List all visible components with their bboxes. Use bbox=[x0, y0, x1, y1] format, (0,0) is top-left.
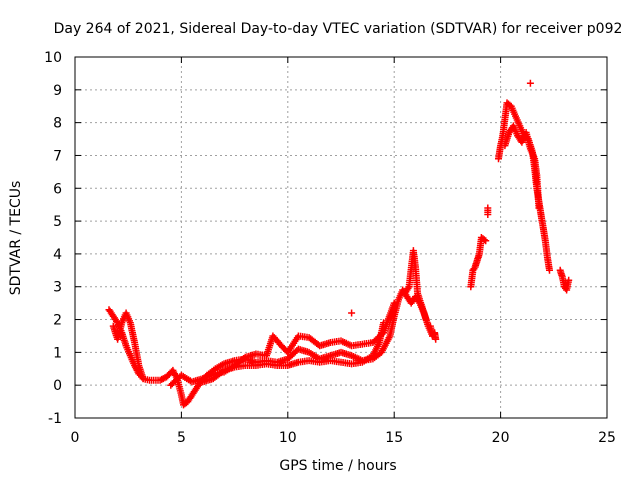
plot-frame bbox=[74, 56, 608, 419]
y-tick-label: 6 bbox=[53, 181, 62, 197]
y-tick-label: 0 bbox=[53, 378, 62, 394]
x-tick-label: 20 bbox=[492, 430, 510, 446]
data-point-plus bbox=[482, 237, 490, 245]
y-tick-label: 5 bbox=[53, 214, 62, 230]
y-tick-label: 1 bbox=[53, 345, 62, 361]
data-point-plus bbox=[422, 316, 430, 323]
y-tick-label: 7 bbox=[53, 148, 62, 164]
x-tick-label: 5 bbox=[177, 430, 186, 446]
data-point-plus bbox=[432, 335, 440, 343]
y-tick-label: 10 bbox=[44, 50, 62, 66]
x-tick-label: 0 bbox=[71, 430, 80, 446]
x-tick-label: 10 bbox=[279, 430, 297, 446]
data-point-plus bbox=[380, 319, 388, 327]
chart-title: Day 264 of 2021, Sidereal Day-to-day VTE… bbox=[54, 21, 623, 37]
x-tick-label: 25 bbox=[598, 430, 616, 446]
y-axis-tick-labels: -1 0 1 2 3 4 5 6 7 8 9 10 bbox=[44, 50, 62, 427]
y-tick-label: 9 bbox=[53, 83, 62, 99]
data-point-plus bbox=[484, 204, 492, 212]
y-tick-label: 8 bbox=[53, 116, 62, 132]
y-tick-label: 2 bbox=[53, 313, 62, 329]
x-axis-tick-labels: 0 5 10 15 20 25 bbox=[71, 430, 616, 446]
data-point-plus bbox=[390, 299, 398, 307]
y-tick-label: 3 bbox=[53, 280, 62, 296]
data-point-plus bbox=[480, 236, 488, 244]
axis-ticks bbox=[74, 56, 608, 419]
data-point-plus bbox=[526, 79, 534, 87]
data-point-plus bbox=[565, 276, 573, 284]
x-axis-label: GPS time / hours bbox=[279, 458, 396, 474]
data-points bbox=[105, 79, 573, 409]
y-tick-label: 4 bbox=[53, 247, 62, 263]
y-axis-label: SDTVAR / TECUs bbox=[8, 181, 24, 296]
data-point-plus bbox=[348, 309, 356, 317]
data-point-plus bbox=[535, 204, 543, 212]
data-point-plus bbox=[546, 266, 553, 274]
x-tick-label: 15 bbox=[385, 430, 403, 446]
data-point-plus bbox=[139, 375, 147, 383]
y-tick-label: -1 bbox=[48, 411, 62, 427]
